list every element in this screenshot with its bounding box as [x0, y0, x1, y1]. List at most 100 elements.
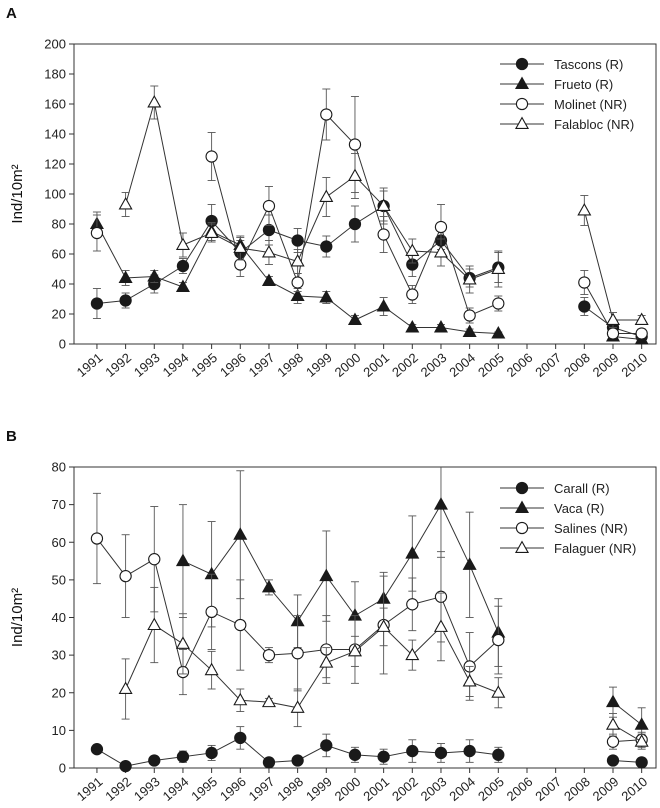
data-point [405, 319, 420, 333]
y-axis-label: Ind/10m² [9, 164, 26, 223]
data-point [319, 289, 334, 303]
x-tick-label: 2010 [618, 350, 650, 380]
x-tick-label: 2002 [389, 350, 421, 380]
data-point [492, 297, 505, 310]
y-tick-label: 0 [59, 761, 66, 776]
data-point [635, 327, 648, 340]
data-point [406, 744, 419, 758]
legend-label: Salines (NR) [554, 521, 628, 536]
legend-marker [515, 57, 529, 71]
x-tick-label: 2003 [418, 774, 450, 804]
data-point [291, 647, 304, 660]
data-point [119, 759, 132, 773]
y-tick-label: 100 [44, 187, 66, 202]
x-tick-label: 2008 [561, 774, 593, 804]
data-point [405, 546, 420, 559]
y-tick-label: 20 [52, 307, 66, 322]
series-line [583, 210, 642, 321]
data-point [491, 685, 506, 698]
data-point [577, 202, 592, 216]
x-tick-label: 2009 [590, 350, 622, 380]
x-tick-label: 2006 [504, 774, 536, 804]
x-tick-label: 2006 [504, 350, 536, 380]
x-tick-label: 1993 [131, 774, 163, 804]
data-point [290, 288, 305, 302]
data-point [234, 258, 247, 271]
panel-label: B [6, 428, 17, 445]
x-tick-label: 1991 [74, 774, 106, 804]
data-point [148, 553, 161, 566]
x-tick-label: 1994 [160, 350, 192, 380]
data-point [234, 731, 247, 745]
x-tick-label: 1994 [160, 774, 192, 804]
data-point [147, 268, 162, 282]
data-point [377, 750, 390, 763]
data-point [348, 217, 362, 231]
data-point [348, 138, 362, 151]
data-point [406, 598, 419, 611]
data-point [376, 298, 391, 312]
data-point [606, 754, 620, 767]
data-point [147, 617, 162, 631]
x-tick-label: 1992 [102, 774, 134, 804]
x-tick-label: 2007 [532, 350, 564, 380]
data-point [605, 717, 621, 730]
y-tick-label: 60 [52, 247, 66, 262]
data-point [634, 312, 649, 326]
data-point [291, 754, 304, 767]
data-point [233, 527, 248, 540]
x-tick-label: 2001 [360, 774, 392, 804]
data-point [148, 754, 161, 767]
data-point [578, 300, 591, 313]
data-point [261, 579, 276, 593]
data-point [347, 312, 362, 326]
legend-label: Tascons (R) [554, 57, 623, 72]
data-point [205, 605, 218, 619]
data-point [320, 739, 333, 752]
legend-label: Falabloc (NR) [554, 117, 634, 132]
y-tick-label: 60 [52, 535, 66, 550]
x-tick-label: 2009 [590, 774, 622, 804]
y-axis-label: Ind/10m² [9, 588, 26, 647]
data-point [377, 228, 390, 241]
y-tick-label: 140 [44, 127, 66, 142]
series-falaguer-nr [118, 586, 649, 750]
chart-panel-b: BInd/10m²0102030405060708019911992199319… [6, 428, 657, 804]
data-point [462, 557, 477, 570]
x-tick-label: 1992 [102, 350, 134, 380]
data-point [205, 746, 218, 760]
data-point [147, 94, 162, 108]
data-point [492, 633, 505, 647]
data-point [433, 497, 448, 510]
x-tick-label: 2005 [475, 350, 507, 380]
x-tick-label: 1995 [188, 350, 220, 380]
x-tick-label: 1995 [188, 774, 220, 804]
y-tick-label: 20 [52, 685, 66, 700]
data-point [175, 279, 190, 293]
y-tick-label: 50 [52, 572, 66, 587]
data-point [347, 168, 362, 182]
y-tick-label: 160 [44, 97, 66, 112]
data-point [262, 223, 276, 237]
data-point [290, 700, 305, 713]
data-point [90, 532, 104, 545]
data-point [261, 273, 276, 287]
data-point [175, 237, 190, 251]
panel-label: A [6, 5, 17, 22]
data-point [606, 327, 620, 340]
data-point [261, 244, 276, 258]
data-point [119, 294, 132, 307]
y-tick-label: 10 [52, 723, 66, 738]
data-point [319, 189, 334, 203]
data-point [634, 734, 649, 747]
series-line [182, 503, 499, 633]
y-tick-label: 40 [52, 610, 66, 625]
x-tick-label: 1998 [274, 774, 306, 804]
data-point [463, 309, 476, 322]
legend-label: Frueto (R) [554, 77, 613, 92]
y-tick-label: 200 [44, 37, 66, 52]
y-tick-label: 30 [52, 648, 66, 663]
y-tick-label: 40 [52, 277, 66, 292]
data-point [233, 240, 248, 254]
x-tick-label: 1996 [217, 350, 249, 380]
